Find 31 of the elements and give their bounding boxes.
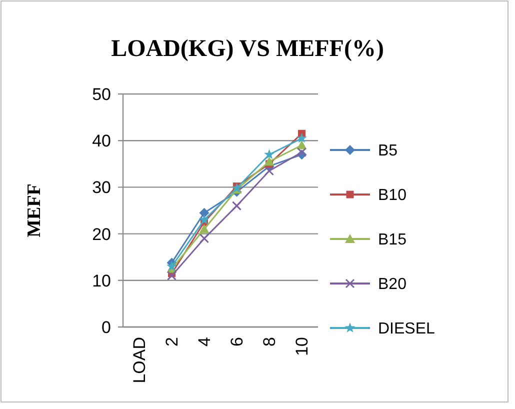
y-tick-label: 30 [92, 178, 111, 198]
point [264, 156, 274, 166]
x-tick-label: 10 [292, 337, 312, 356]
x-tick-label: 8 [260, 337, 280, 346]
y-tick-label: 10 [92, 271, 111, 290]
y-axis-title: MEFF [24, 184, 45, 238]
point [232, 201, 242, 211]
x-tick-label: 6 [228, 337, 247, 346]
point [199, 214, 210, 224]
point [167, 270, 176, 280]
y-tick-label: 20 [92, 224, 111, 244]
point [166, 260, 177, 271]
y-tick-label: 40 [92, 132, 111, 151]
legend-label: B10 [378, 187, 407, 204]
legend-label: DIESEL [378, 320, 436, 338]
legend-label: B15 [378, 232, 407, 249]
point [199, 208, 210, 218]
y-tick-label: 50 [92, 84, 111, 104]
x-tick-label: LOAD [130, 337, 150, 384]
x-tick-label: 2 [162, 337, 182, 346]
legend-label: B20 [378, 276, 407, 294]
point [264, 166, 274, 176]
point [200, 234, 209, 244]
point [264, 149, 274, 160]
point [296, 132, 307, 143]
chart-title: LOAD(KG) VS MEFF(%) [111, 36, 384, 62]
point [297, 148, 306, 157]
x-tick-label: 4 [195, 337, 214, 346]
y-tick-label: 0 [102, 318, 111, 337]
legend-label: B5 [378, 142, 398, 160]
point [199, 224, 210, 234]
